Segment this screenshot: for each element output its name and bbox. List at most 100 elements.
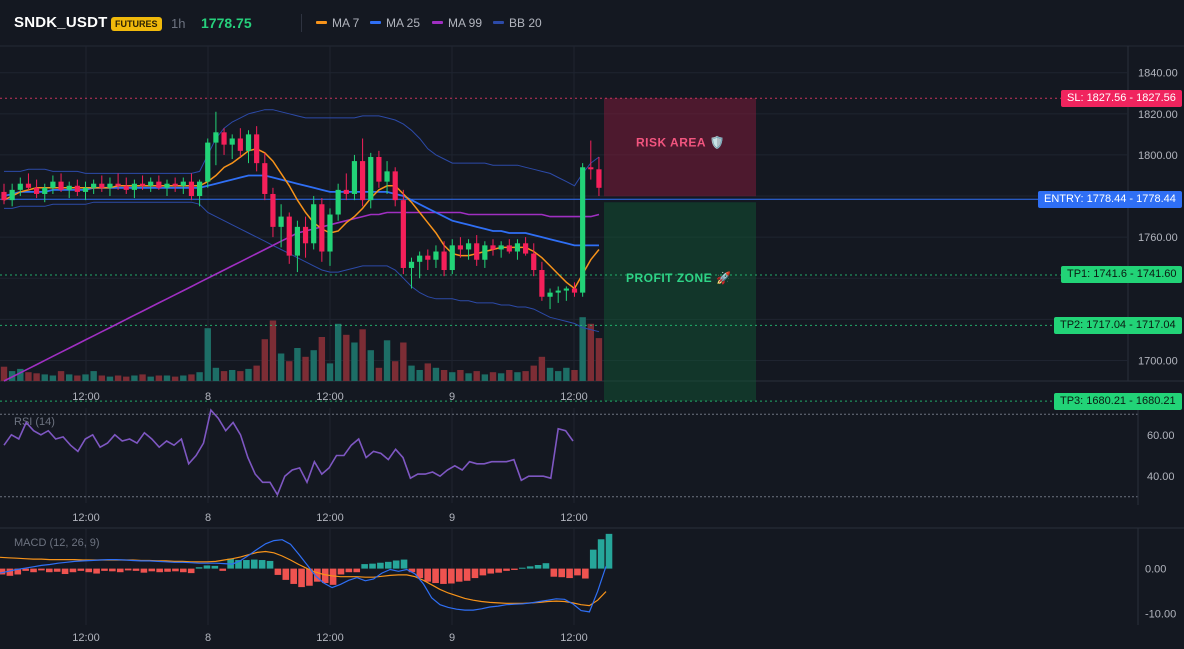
candle — [254, 126, 260, 172]
price-tick-label: 1700.00 — [1138, 355, 1178, 367]
legend-ma25[interactable]: MA 25 — [370, 16, 420, 30]
macd-hist-bar — [353, 568, 361, 573]
candle-body — [384, 171, 390, 182]
bb-upper-line — [4, 109, 600, 187]
candle — [188, 173, 195, 201]
volume-bar — [253, 365, 260, 381]
candle — [58, 173, 64, 192]
volume-bar — [237, 371, 244, 381]
macd-hist-bar — [124, 568, 132, 571]
candle-body — [221, 132, 227, 145]
macd-hist-bar — [503, 568, 510, 571]
legend-ma7-label: MA 7 — [332, 16, 360, 30]
candle — [376, 150, 382, 188]
legend-bb20[interactable]: BB 20 — [493, 16, 542, 30]
candle-body — [335, 189, 341, 215]
volume-bar — [212, 367, 220, 381]
volume-bar — [595, 338, 603, 381]
candle — [278, 204, 284, 248]
candle-body — [9, 189, 15, 201]
macd-hist-bar — [321, 568, 329, 584]
candle — [286, 212, 292, 264]
legend-ma25-swatch — [370, 21, 381, 25]
macd-hist-bar — [85, 568, 93, 573]
timeframe-selector[interactable]: 1h — [171, 16, 186, 31]
candle-body — [514, 243, 521, 252]
macd-hist-bar — [518, 567, 526, 569]
candle-body — [99, 183, 105, 188]
volume-bar — [17, 368, 24, 381]
macd-hist-bar — [306, 568, 313, 586]
sl-tag-sep: - — [1126, 91, 1137, 104]
volume-bar — [489, 372, 497, 381]
macd-hist-bar — [0, 568, 6, 575]
legend-ma7[interactable]: MA 7 — [316, 16, 359, 30]
candle — [506, 239, 512, 254]
volume-bar — [123, 376, 130, 381]
volume-bar — [245, 368, 252, 381]
price-tick-label: 1760.00 — [1138, 232, 1178, 244]
volume-bar — [408, 365, 415, 381]
candle — [343, 173, 349, 201]
candle — [107, 177, 113, 197]
candle-body — [245, 134, 252, 151]
macd-hist-bar — [369, 563, 376, 569]
candle — [596, 156, 602, 197]
legend-ma99[interactable]: MA 99 — [432, 16, 482, 30]
macd-hist-bar — [416, 568, 424, 579]
time-tick-label: 12:00 — [560, 632, 588, 644]
volume-bar — [261, 339, 268, 381]
candle-body — [563, 288, 569, 291]
candle — [482, 241, 488, 268]
tp1-tag-value: 1741.60 — [1136, 268, 1177, 281]
macd-hist-bar — [526, 566, 534, 569]
candle — [514, 239, 521, 260]
macd-hist-bar — [589, 549, 597, 569]
macd-hist-bar — [282, 568, 290, 580]
candle-body — [449, 245, 455, 271]
volume-bar — [546, 367, 554, 381]
candle-body — [302, 226, 309, 244]
candle-body — [172, 183, 178, 186]
volume-bar — [359, 329, 366, 381]
risk-area-label: RISK AREA 🛡️ — [636, 135, 725, 149]
time-tick-label: 12:00 — [560, 391, 588, 403]
macd-hist-bar — [597, 539, 605, 569]
volume-bar — [432, 367, 440, 381]
volume-bar — [555, 371, 562, 381]
candle-body — [91, 183, 97, 188]
macd-hist-bar — [574, 568, 581, 576]
candle-body — [58, 181, 64, 190]
candle-body — [547, 292, 553, 297]
candle — [197, 179, 203, 207]
candle — [302, 216, 309, 258]
macd-hist-bar — [487, 568, 495, 574]
candle-body — [351, 161, 358, 194]
macd-hist-bar — [180, 568, 187, 573]
volume-bar — [74, 375, 81, 381]
symbol-name[interactable]: SNDK_USDT — [14, 14, 108, 31]
candle-body — [205, 142, 211, 182]
candle — [523, 237, 529, 256]
last-price: 1778.75 — [201, 15, 252, 31]
macd-hist-bar — [93, 568, 100, 574]
volume-bar — [481, 374, 489, 381]
macd-hist-bar — [250, 559, 258, 569]
macd-hist-bar — [30, 568, 37, 573]
candle — [441, 241, 447, 277]
volume-bar — [147, 376, 154, 381]
volume-bar — [465, 373, 472, 381]
tp3-tag-sep: - — [1126, 394, 1136, 407]
candle — [539, 261, 545, 301]
candle-body — [17, 183, 23, 190]
candle — [34, 179, 40, 199]
legend-bb20-swatch — [493, 21, 504, 25]
candle — [580, 163, 586, 297]
volume-bar — [163, 375, 171, 381]
candle-body — [506, 245, 512, 252]
candle — [294, 220, 300, 273]
macd-hist-bar — [424, 568, 431, 582]
macd-hist-bar — [479, 568, 487, 576]
candle — [115, 173, 121, 190]
